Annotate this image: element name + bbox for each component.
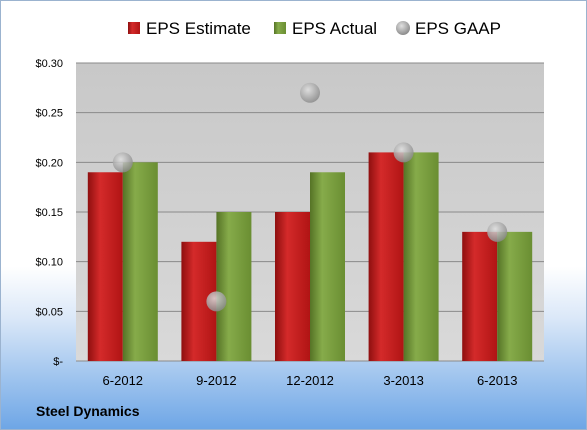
y-tick-label: $0.30	[35, 58, 63, 70]
y-tick-label: $0.25	[35, 108, 63, 120]
y-tick-label: $0.05	[35, 306, 63, 318]
legend-eps-estimate: EPS Estimate	[128, 19, 251, 38]
x-tick-label: 3-2013	[383, 373, 423, 388]
y-tick-label: $0.20	[35, 157, 63, 169]
company-name: Steel Dynamics	[36, 403, 140, 419]
bar-eps-actual	[122, 162, 158, 361]
bar-eps-estimate	[462, 231, 498, 361]
point-eps-gaap	[112, 152, 133, 173]
bar-eps-actual	[216, 212, 252, 361]
legend-eps-actual: EPS Actual	[274, 19, 377, 38]
y-tick-label: $-	[53, 356, 63, 368]
x-tick-label: 6-2013	[477, 373, 517, 388]
legend-label: EPS Actual	[292, 19, 377, 38]
legend-swatch	[396, 21, 410, 35]
x-tick-label: 12-2012	[286, 373, 334, 388]
point-eps-gaap	[393, 142, 414, 163]
bar-eps-estimate	[368, 152, 404, 361]
point-eps-gaap	[487, 221, 508, 242]
bar-eps-estimate	[87, 172, 123, 361]
point-eps-gaap	[300, 82, 320, 103]
bar-eps-actual	[310, 172, 345, 361]
bar-eps-actual	[403, 152, 439, 361]
y-tick-label: $0.10	[35, 257, 63, 269]
legend-label: EPS Estimate	[146, 19, 251, 38]
x-tick-label: 6-2012	[103, 373, 143, 388]
y-tick-label: $0.15	[35, 207, 63, 219]
legend-swatch	[128, 22, 140, 34]
bar-eps-estimate	[275, 212, 310, 361]
legend-swatch	[274, 22, 286, 34]
x-tick-label: 9-2012	[196, 373, 236, 388]
legend-eps-gaap: EPS GAAP	[396, 19, 501, 38]
legend-label: EPS GAAP	[415, 19, 501, 38]
point-eps-gaap	[206, 291, 227, 312]
bar-eps-actual	[497, 231, 533, 361]
